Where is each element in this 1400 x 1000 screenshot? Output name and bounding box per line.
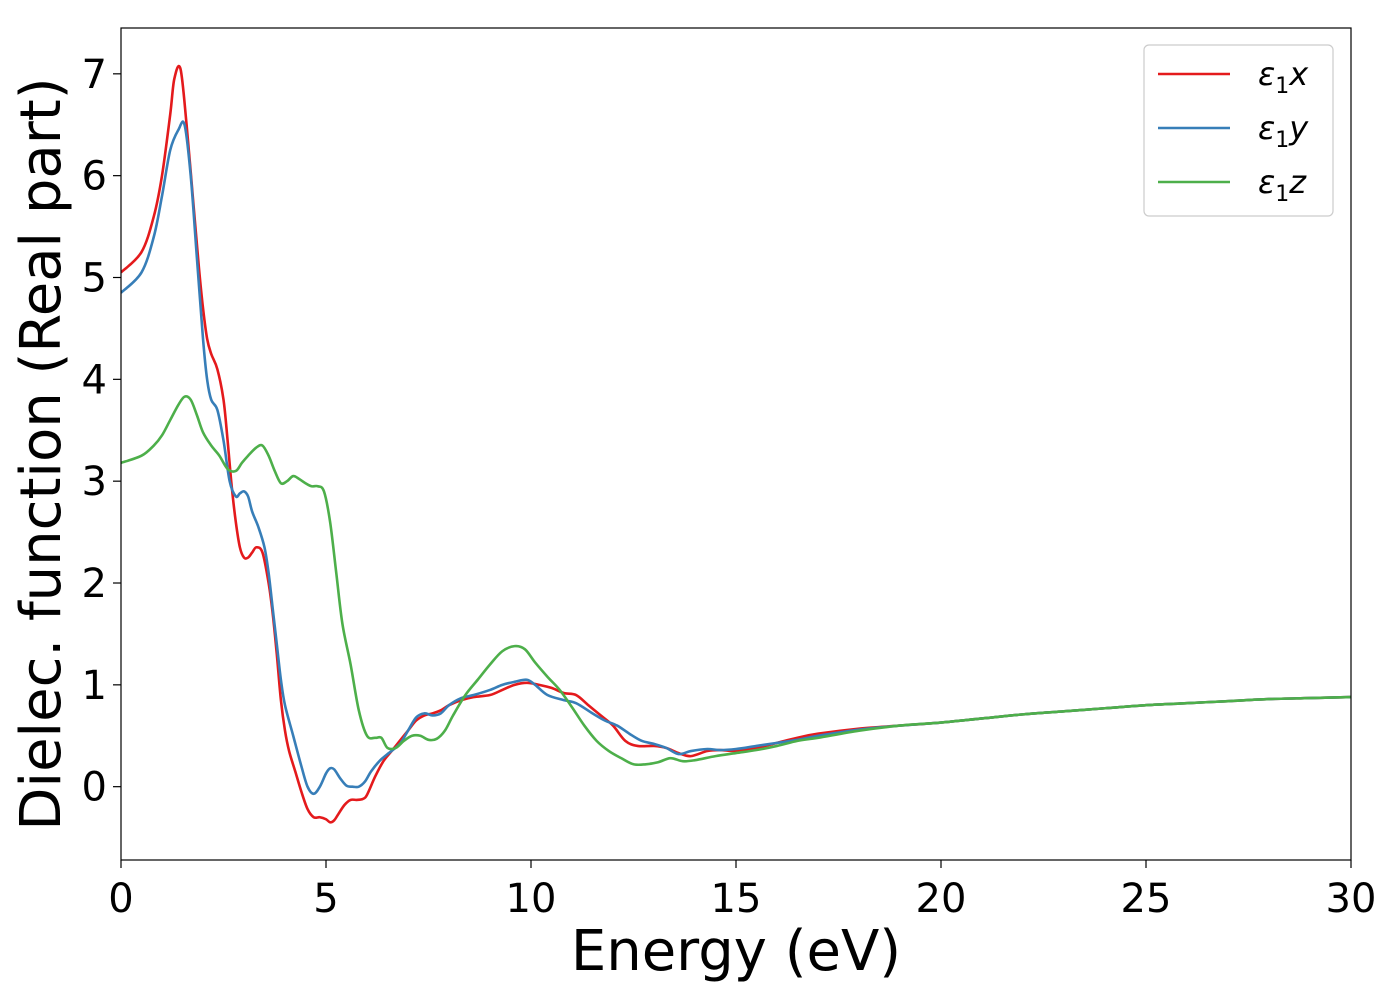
x-axis-label: Energy (eV) <box>571 919 901 984</box>
legend-item-z: ε1z <box>1158 163 1307 207</box>
y-tick-label: 4 <box>82 357 107 403</box>
x-tick-label: 25 <box>1121 876 1172 922</box>
legend-item-y: ε1y <box>1158 109 1309 153</box>
series-layer <box>121 64 1351 824</box>
series-line-y <box>121 120 1351 796</box>
legend-label: ε1x <box>1258 55 1309 99</box>
legend-label: ε1z <box>1258 163 1307 207</box>
x-tick-label: 30 <box>1326 876 1377 922</box>
legend-item-x: ε1x <box>1158 55 1309 99</box>
x-tick-label: 15 <box>711 876 762 922</box>
y-tick-label: 1 <box>82 663 107 709</box>
x-tick-label: 0 <box>108 876 133 922</box>
y-tick-label: 7 <box>82 52 107 98</box>
axis-layer: 0 5 10 15 20 25 30 0 1 2 3 4 5 6 7 <box>82 52 1377 922</box>
x-tick-label: 5 <box>313 876 338 922</box>
series-line-z <box>121 395 1351 767</box>
legend: ε1x ε1y ε1z <box>1143 44 1334 217</box>
y-tick-label: 3 <box>82 459 107 505</box>
legend-box <box>1143 44 1334 217</box>
x-tick-label: 20 <box>916 876 967 922</box>
x-tick-label: 10 <box>506 876 557 922</box>
y-tick-label: 5 <box>82 255 107 301</box>
y-tick-label: 0 <box>82 765 107 811</box>
y-axis-label: Dielec. function (Real part) <box>9 77 74 830</box>
y-tick-label: 6 <box>82 154 107 200</box>
legend-label: ε1y <box>1258 109 1309 153</box>
y-tick-label: 2 <box>82 561 107 607</box>
